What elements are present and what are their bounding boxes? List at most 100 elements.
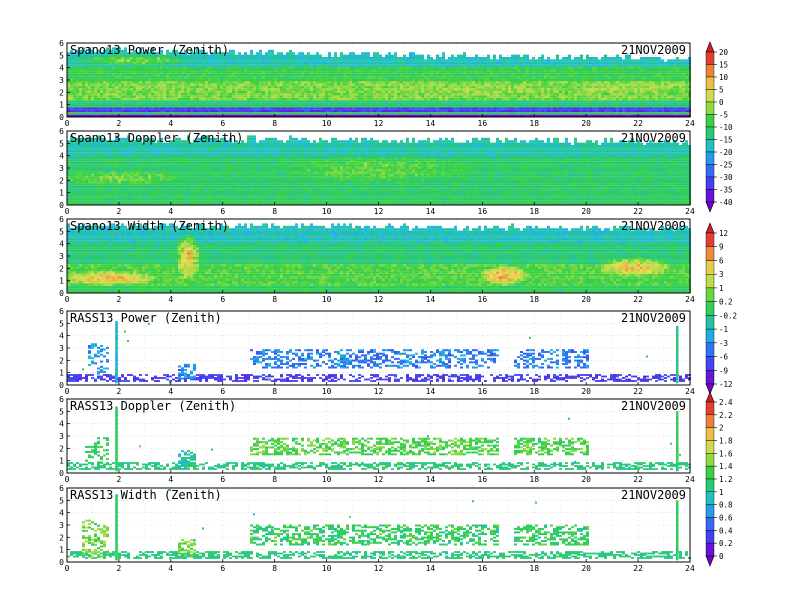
heatmap-cell [145,112,148,115]
heatmap-cell [337,102,340,105]
heatmap-cell [256,102,259,105]
heatmap-cell [451,100,454,103]
heatmap-cell [583,73,586,77]
heatmap-cell [100,102,103,105]
heatmap-cell [169,109,172,113]
heatmap-cell [469,78,472,81]
heatmap-cell [475,95,478,98]
heatmap-cell [430,73,433,77]
heatmap-cell [235,76,238,79]
heatmap-cell [133,88,136,91]
heatmap-cell [160,61,163,65]
heatmap-cell [508,93,511,96]
heatmap-cell [385,105,388,108]
heatmap-cell [241,95,244,98]
heatmap-cell [223,95,226,98]
heatmap-cell [178,114,181,117]
heatmap-cell [271,102,274,105]
heatmap-cell [601,78,604,81]
heatmap-cell [604,85,607,89]
heatmap-cells [67,47,691,117]
heatmap-cell [355,54,358,57]
heatmap-cell [172,93,175,96]
heatmap-cell [544,109,547,113]
heatmap-cell [247,64,250,67]
heatmap-cell [70,105,73,108]
heatmap-cell [109,107,112,110]
heatmap-cell [196,85,199,89]
heatmap-cell [517,102,520,105]
heatmap-cell [451,109,454,113]
heatmap-cell [628,59,631,62]
heatmap-cell [244,71,247,74]
heatmap-cell [547,105,550,108]
heatmap-cell [235,93,238,96]
heatmap-cell [97,69,100,72]
heatmap-cell [436,78,439,81]
heatmap-cell [526,76,529,79]
heatmap-cell [619,83,622,86]
heatmap-cell [496,107,499,110]
heatmap-cell [382,107,385,110]
heatmap-cell [490,100,493,103]
heatmap-cell [199,100,202,103]
heatmap-cell [577,97,580,101]
heatmap-cell [94,109,97,113]
heatmap-cell [178,69,181,72]
heatmap-cell [115,76,118,79]
heatmap-cell [169,102,172,105]
heatmap-cell [160,52,163,55]
heatmap-cell [250,105,253,108]
heatmap-cell [424,73,427,77]
heatmap-cell [334,81,337,84]
heatmap-cell [322,78,325,81]
heatmap-cell [217,90,220,93]
heatmap-cell [67,76,70,79]
heatmap-cell [613,57,616,60]
heatmap-cell [364,83,367,86]
heatmap-cell [547,71,550,74]
heatmap-cell [544,100,547,103]
heatmap-cell [196,76,199,79]
heatmap-cell [475,85,478,89]
heatmap-cell [148,93,151,96]
heatmap-cell [283,90,286,93]
heatmap-cell [367,69,370,72]
heatmap-cell [292,54,295,57]
heatmap-cell [88,61,91,65]
heatmap-cell [475,59,478,62]
heatmap-cell [334,57,337,60]
heatmap-cell [571,61,574,65]
heatmap-cell [358,105,361,108]
heatmap-cell [385,107,388,110]
heatmap-cell [220,73,223,77]
heatmap-cell [559,69,562,72]
heatmap-cell [316,95,319,98]
heatmap-cell [367,71,370,74]
heatmap-cell [355,107,358,110]
heatmap-cell [232,88,235,91]
heatmap-cell [625,90,628,93]
heatmap-cell [73,100,76,103]
heatmap-cell [388,102,391,105]
heatmap-cell [283,81,286,84]
heatmap-cell [70,71,73,74]
heatmap-cell [217,52,220,55]
heatmap-cell [298,71,301,74]
heatmap-cell [103,66,106,69]
heatmap-cell [169,59,172,62]
heatmap-cell [577,88,580,91]
heatmap-cell [289,54,292,57]
heatmap-cell [625,95,628,98]
heatmap-cell [559,97,562,101]
heatmap-cell [547,57,550,60]
heatmap-cell [331,114,334,117]
heatmap-cell [550,59,553,62]
heatmap-cell [424,78,427,81]
heatmap-cell [106,102,109,105]
heatmap-cell [550,76,553,79]
heatmap-cell [619,76,622,79]
heatmap-cell [199,93,202,96]
heatmap-cell [358,71,361,74]
heatmap-cell [328,112,331,115]
